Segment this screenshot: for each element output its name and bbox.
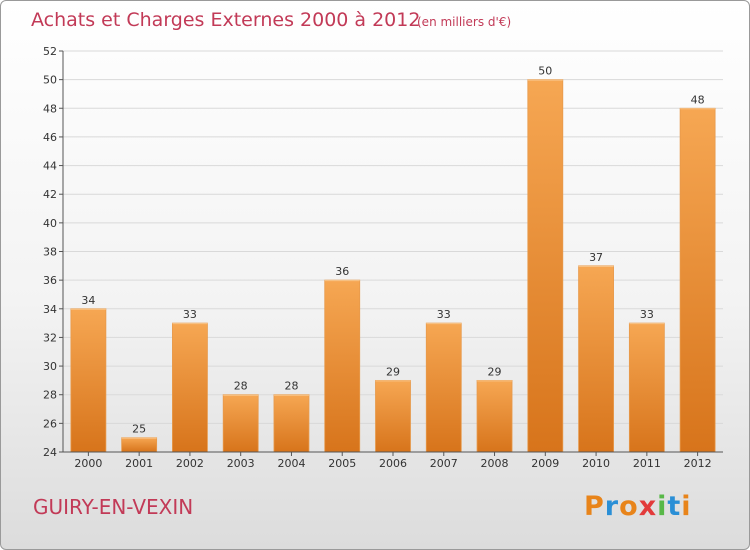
x-tick-label-2003: 2003 <box>227 457 255 470</box>
bar-2009[interactable] <box>527 79 564 453</box>
x-tick-label-2002: 2002 <box>176 457 204 470</box>
bar-2004[interactable] <box>273 394 310 453</box>
y-tick-label: 50 <box>43 74 57 87</box>
x-tick-label-2005: 2005 <box>328 457 356 470</box>
bar-2003[interactable] <box>222 394 259 453</box>
data-label-2000: 34 <box>81 294 95 307</box>
x-tick-label-2011: 2011 <box>633 457 661 470</box>
logo-letter: t <box>667 491 682 522</box>
x-tick-label-2008: 2008 <box>481 457 509 470</box>
x-tick-label-2012: 2012 <box>684 457 712 470</box>
data-label-2005: 36 <box>335 265 349 278</box>
x-tick-label-2009: 2009 <box>531 457 559 470</box>
data-label-2001: 25 <box>132 423 146 436</box>
data-label-2004: 28 <box>284 380 298 393</box>
bar-2005[interactable] <box>324 279 361 453</box>
logo-letter: i <box>681 491 692 522</box>
y-tick-label: 28 <box>43 389 57 402</box>
bar-2006[interactable] <box>375 379 411 453</box>
y-tick-label: 46 <box>43 131 57 144</box>
bar-2012[interactable] <box>679 107 716 453</box>
data-label-2011: 33 <box>640 308 654 321</box>
logo-letter: i <box>657 491 668 522</box>
logo-letter: r <box>604 491 620 522</box>
bar-2007[interactable] <box>425 322 462 453</box>
commune-name: GUIRY-EN-VEXIN <box>33 495 194 519</box>
bar-2008[interactable] <box>476 379 513 453</box>
x-tick-label-2007: 2007 <box>430 457 458 470</box>
y-tick-label: 44 <box>43 160 57 173</box>
x-tick-label-2001: 2001 <box>125 457 153 470</box>
x-tick-label-2006: 2006 <box>379 457 407 470</box>
proxiti-logo[interactable]: Proxiti <box>584 491 692 522</box>
y-tick-label: 36 <box>43 274 57 287</box>
y-tick-label: 42 <box>43 188 57 201</box>
bar-2000[interactable] <box>70 308 107 453</box>
data-label-2010: 37 <box>589 251 603 264</box>
bar-2011[interactable] <box>628 322 665 453</box>
bar-2002[interactable] <box>172 322 208 453</box>
bars: 34 25 33 28 28 36 29 33 29 50 37 33 48 <box>70 65 716 453</box>
x-tick-label-2010: 2010 <box>582 457 610 470</box>
data-label-2008: 29 <box>488 365 502 378</box>
y-tick-label: 30 <box>43 360 57 373</box>
chart-title: Achats et Charges Externes 2000 à 2012 <box>31 9 421 31</box>
y-tick-label: 52 <box>43 45 57 58</box>
data-label-2006: 29 <box>386 365 400 378</box>
y-tick-label: 32 <box>43 331 57 344</box>
y-tick-label: 48 <box>43 102 57 115</box>
chart-subtitle: (en milliers d'€) <box>417 15 512 29</box>
y-tick-label: 34 <box>43 303 57 316</box>
x-tick-label-2004: 2004 <box>277 457 305 470</box>
data-label-2009: 50 <box>538 65 552 78</box>
y-tick-label: 40 <box>43 217 57 230</box>
data-label-2007: 33 <box>437 308 451 321</box>
data-label-2012: 48 <box>691 93 705 106</box>
logo-letter: P <box>584 491 605 522</box>
data-label-2002: 33 <box>183 308 197 321</box>
axes: 24 26 28 30 32 34 36 38 40 42 44 46 48 50 52 2000 2001 20… <box>43 45 723 470</box>
y-tick-label: 26 <box>43 417 57 430</box>
data-label-2003: 28 <box>234 380 248 393</box>
bar-2010[interactable] <box>578 265 614 453</box>
logo-letter: x <box>638 491 658 522</box>
x-tick-label-2000: 2000 <box>74 457 102 470</box>
bar-2001[interactable] <box>121 437 158 453</box>
logo-letter: o <box>619 491 639 522</box>
y-tick-label: 38 <box>43 246 57 259</box>
y-tick-label: 24 <box>43 446 57 459</box>
